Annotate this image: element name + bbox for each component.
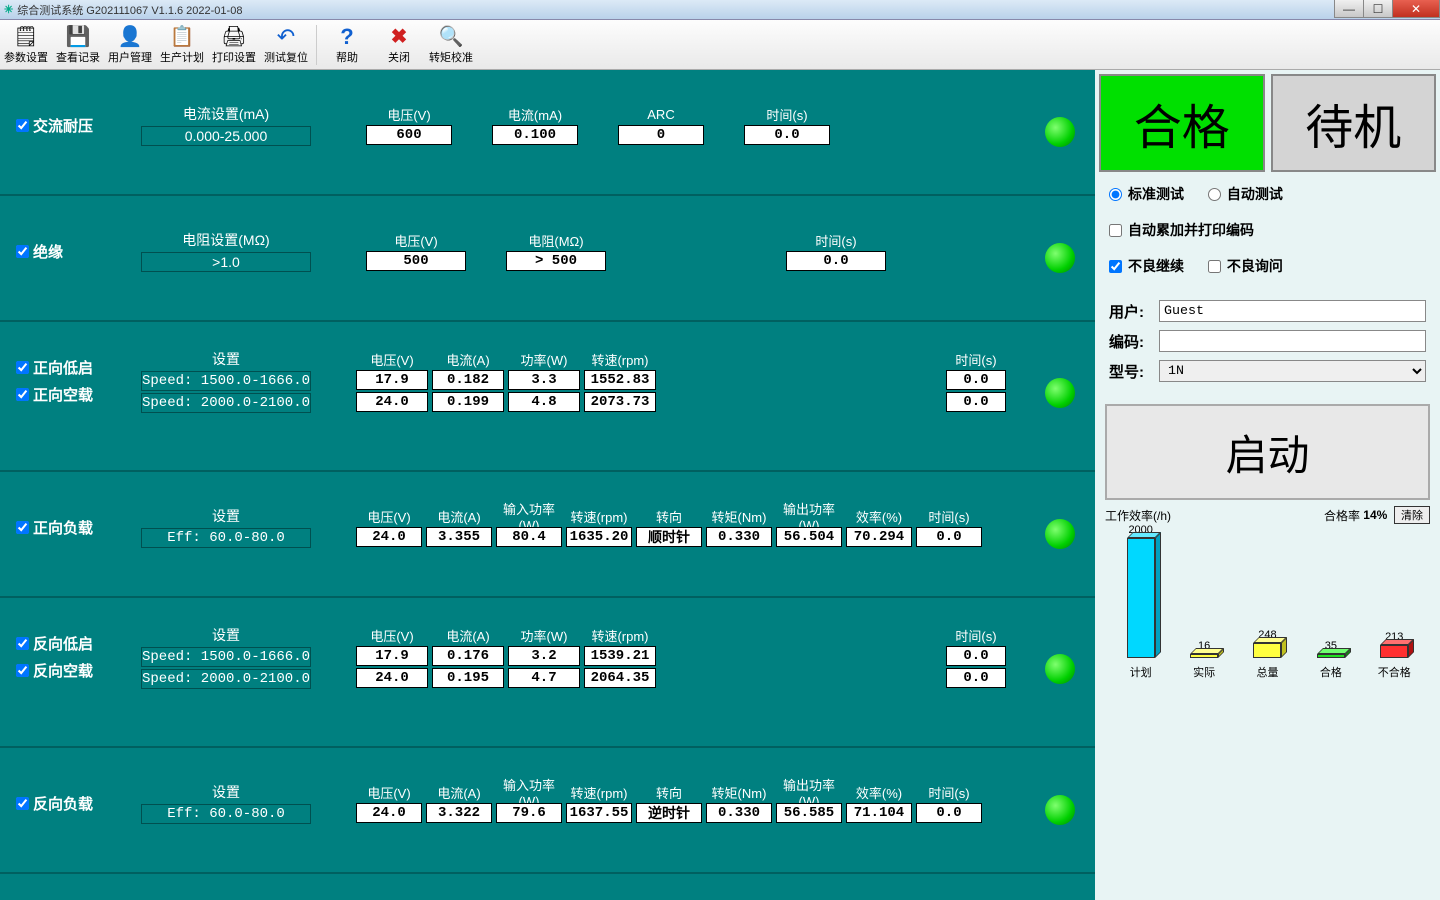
test-area: 交流耐压 电流设置(mA) 0.000-25.000 电压(V)600电流(mA… — [0, 70, 1095, 900]
tool-users[interactable]: 👤用户管理 — [104, 21, 156, 69]
panel-fwd-load: 正向负载 设置 Eff: 60.0-80.0 电压(V)24.0电流(A)3.3… — [0, 472, 1095, 598]
tool-params[interactable]: 🗒参数设置 — [0, 21, 52, 69]
bar-计划: 2000计划 — [1116, 524, 1166, 680]
acw-setting-val: 0.000-25.000 — [141, 126, 311, 146]
title-bar: ✳ 综合测试系统 G202111067 V1.1.6 2022-01-08 — … — [0, 0, 1440, 20]
panel-fwd-lowno: 正向低启 正向空载 设置 Speed: 1500.0-1666.0 Speed:… — [0, 322, 1095, 472]
torque-icon: 🔍 — [439, 25, 464, 49]
bar-不合格: 213不合格 — [1369, 631, 1419, 680]
check-ng-ask[interactable]: 不良询问 — [1208, 256, 1283, 276]
model-select[interactable]: 1N — [1159, 360, 1426, 382]
window-title: 综合测试系统 G202111067 V1.1.6 2022-01-08 — [17, 2, 242, 18]
status-idle: 待机 — [1271, 74, 1437, 172]
plan-icon: 📋 — [170, 25, 195, 49]
users-icon: 👤 — [118, 25, 143, 49]
check-rev-noload[interactable]: 反向空载 — [16, 660, 126, 681]
tool-plan[interactable]: 📋生产计划 — [156, 21, 208, 69]
panel-acw: 交流耐压 电流设置(mA) 0.000-25.000 电压(V)600电流(mA… — [0, 70, 1095, 196]
side-panel: 合格 待机 标准测试 自动测试 自动累加并打印编码 不良继续 不良询问 用户: … — [1095, 70, 1440, 900]
close-icon: ✖ — [391, 25, 408, 49]
tool-records[interactable]: 💾查看记录 — [52, 21, 104, 69]
user-input[interactable] — [1159, 300, 1426, 322]
params-icon: 🗒 — [13, 25, 38, 49]
radio-standard[interactable]: 标准测试 — [1109, 184, 1184, 204]
bar-合格: 35合格 — [1306, 640, 1356, 680]
check-acw[interactable]: 交流耐压 — [16, 115, 126, 136]
panel-ir: 绝缘 电阻设置(MΩ) >1.0 电压(V)500电阻(MΩ)> 500时间(s… — [0, 196, 1095, 322]
pass-rate: 14% — [1363, 508, 1387, 522]
check-rev-low[interactable]: 反向低启 — [16, 633, 126, 654]
panel-rev-load: 反向负载 设置 Eff: 60.0-80.0 电压(V)24.0电流(A)3.3… — [0, 748, 1095, 874]
maximize-button[interactable]: ☐ — [1363, 0, 1393, 18]
check-rev-load[interactable]: 反向负载 — [16, 793, 126, 814]
acw-setting-label: 电流设置(mA) — [183, 104, 269, 124]
print-icon: 🖨 — [221, 25, 246, 49]
start-button[interactable]: 启动 — [1105, 404, 1430, 500]
panel-rev-lowno: 反向低启 反向空载 设置 Speed: 1500.0-1666.0 Speed:… — [0, 598, 1095, 748]
check-ng-continue[interactable]: 不良继续 — [1109, 256, 1184, 276]
check-autoprint[interactable]: 自动累加并打印编码 — [1109, 220, 1254, 240]
check-fwd-load[interactable]: 正向负载 — [16, 517, 126, 538]
radio-auto[interactable]: 自动测试 — [1208, 184, 1283, 204]
tool-help[interactable]: ?帮助 — [321, 21, 373, 69]
help-icon: ? — [340, 25, 353, 49]
fwd-lowno-status-light — [1045, 378, 1075, 408]
check-fwd-low[interactable]: 正向低启 — [16, 357, 126, 378]
code-input[interactable] — [1159, 330, 1426, 352]
acw-status-light — [1045, 117, 1075, 147]
window-close-button[interactable]: ✕ — [1392, 0, 1440, 18]
app-icon: ✳ — [4, 3, 13, 16]
bar-实际: 16实际 — [1179, 640, 1229, 680]
tool-close[interactable]: ✖关闭 — [373, 21, 425, 69]
rev-lowno-status-light — [1045, 654, 1075, 684]
check-fwd-noload[interactable]: 正向空载 — [16, 384, 126, 405]
tool-torque[interactable]: 🔍转矩校准 — [425, 21, 477, 69]
ir-setting-label: 电阻设置(MΩ) — [182, 230, 269, 250]
ir-status-light — [1045, 243, 1075, 273]
minimize-button[interactable]: — — [1334, 0, 1364, 18]
tool-print[interactable]: 🖨打印设置 — [208, 21, 260, 69]
clear-button[interactable]: 清除 — [1394, 506, 1430, 524]
reset-icon: ↶ — [277, 25, 295, 49]
bar-总量: 248总量 — [1242, 629, 1292, 680]
check-ir[interactable]: 绝缘 — [16, 241, 126, 262]
toolbar: 🗒参数设置💾查看记录👤用户管理📋生产计划🖨打印设置↶测试复位?帮助✖关闭🔍转矩校… — [0, 20, 1440, 70]
stats-area: 工作效率(/h) 合格率 14% 清除 2000计划16实际248总量35合格2… — [1105, 506, 1430, 680]
ir-setting-val: >1.0 — [141, 252, 311, 272]
fwd-load-status-light — [1045, 519, 1075, 549]
status-pass: 合格 — [1099, 74, 1265, 172]
records-icon: 💾 — [66, 25, 91, 49]
stats-chart: 2000计划16实际248总量35合格213不合格 — [1105, 530, 1430, 680]
tool-reset[interactable]: ↶测试复位 — [260, 21, 312, 69]
rev-load-status-light — [1045, 795, 1075, 825]
